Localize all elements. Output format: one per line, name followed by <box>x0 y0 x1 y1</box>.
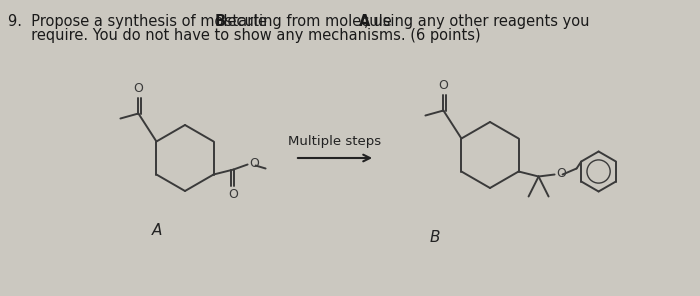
Text: , using any other reagents you: , using any other reagents you <box>364 14 589 29</box>
Text: O: O <box>438 78 449 91</box>
Text: O: O <box>250 157 260 170</box>
Text: A: A <box>358 14 370 29</box>
Text: B: B <box>430 230 440 245</box>
Text: B: B <box>215 14 226 29</box>
Text: O: O <box>229 187 239 200</box>
Text: O: O <box>556 167 566 180</box>
Text: Multiple steps: Multiple steps <box>288 135 382 148</box>
Text: A: A <box>152 223 162 238</box>
Text: starting from molecule: starting from molecule <box>220 14 397 29</box>
Text: require. You do not have to show any mechanisms. (6 points): require. You do not have to show any mec… <box>8 28 481 43</box>
Text: 9.  Propose a synthesis of molecule: 9. Propose a synthesis of molecule <box>8 14 272 29</box>
Text: O: O <box>134 81 143 94</box>
